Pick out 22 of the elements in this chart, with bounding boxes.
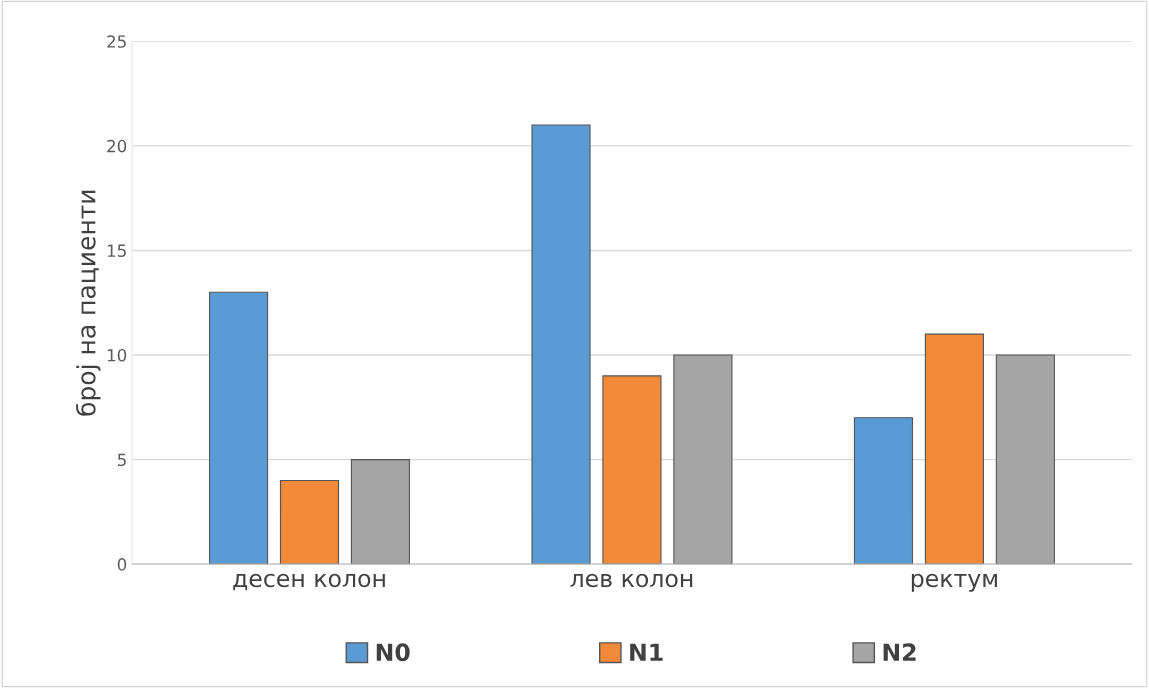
bar — [350, 459, 411, 565]
bar — [602, 375, 662, 565]
y-tick-label: 0 — [117, 558, 127, 571]
legend-label: N0 — [376, 643, 410, 662]
bar — [531, 124, 591, 565]
legend-label: N1 — [630, 643, 663, 661]
y-tick-label: 15 — [107, 244, 126, 257]
legend-label: N2 — [883, 643, 916, 661]
x-tick-label: ректум — [911, 573, 997, 592]
y-tick-label: 20 — [107, 139, 127, 153]
x-tick-label: десен колон — [233, 573, 385, 591]
bar — [924, 333, 984, 565]
y-tick-label: 10 — [107, 348, 127, 362]
x-tick-label: лев колон — [570, 573, 693, 588]
bar — [208, 291, 269, 565]
y-tick-label: 5 — [117, 453, 126, 467]
bar — [853, 417, 914, 565]
bar — [995, 354, 1055, 565]
bar — [279, 479, 340, 565]
bar — [673, 354, 733, 565]
y-axis-title: број на пациенти — [75, 190, 101, 416]
y-tick-label: 25 — [107, 35, 126, 48]
